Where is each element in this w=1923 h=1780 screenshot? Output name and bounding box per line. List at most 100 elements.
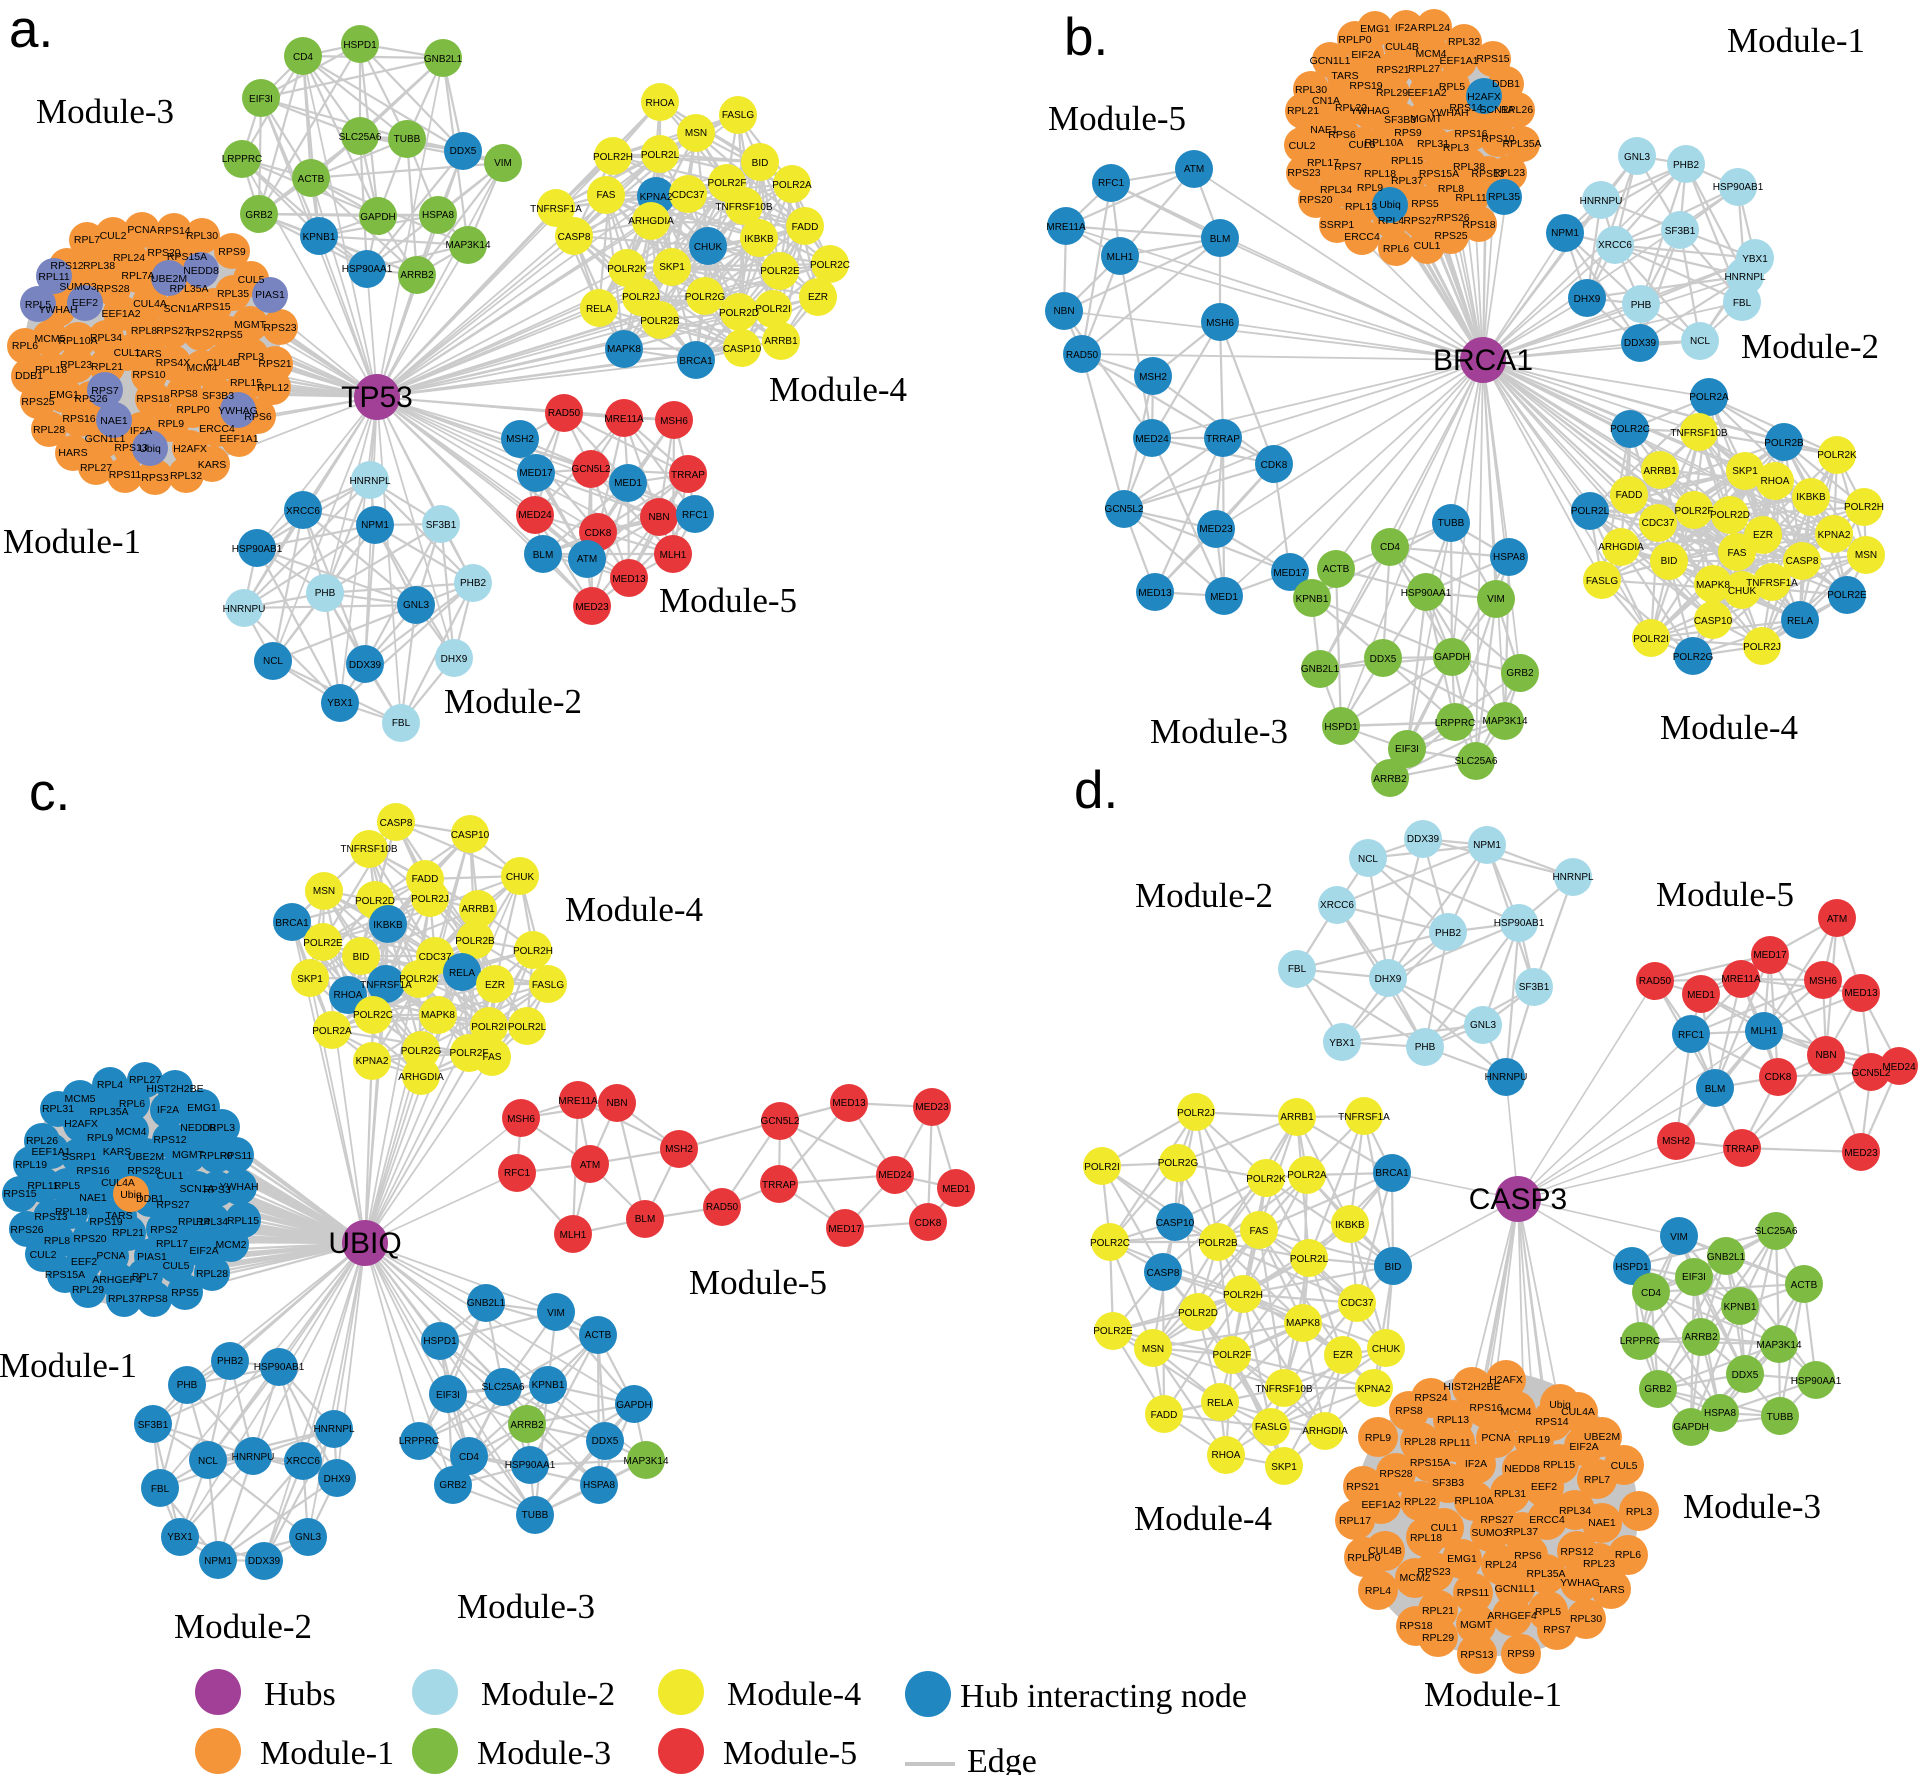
svg-text:HSP90AA1: HSP90AA1	[505, 1460, 556, 1471]
svg-text:RPL21: RPL21	[112, 1227, 144, 1239]
svg-text:EIF3I: EIF3I	[1395, 744, 1419, 755]
svg-text:MSH6: MSH6	[660, 416, 688, 427]
svg-text:ATM: ATM	[1827, 914, 1847, 925]
svg-text:SF3B3: SF3B3	[202, 390, 234, 402]
svg-text:RPS11: RPS11	[109, 469, 142, 481]
svg-text:RPL24: RPL24	[1485, 1559, 1517, 1571]
svg-text:RPS16: RPS16	[76, 1165, 109, 1177]
svg-text:MSN: MSN	[1855, 550, 1877, 561]
svg-text:MGMT: MGMT	[172, 1149, 205, 1161]
svg-text:DDX39: DDX39	[1407, 834, 1440, 845]
svg-text:CUL4B: CUL4B	[1368, 1545, 1402, 1557]
svg-text:ACTB: ACTB	[585, 1330, 612, 1341]
svg-text:RPL9: RPL9	[87, 1132, 113, 1144]
svg-text:Ubiq: Ubiq	[1379, 199, 1401, 211]
svg-text:NAE1: NAE1	[100, 415, 128, 427]
svg-text:GRB2: GRB2	[245, 210, 273, 221]
svg-text:ERCC4: ERCC4	[1529, 1514, 1565, 1526]
svg-text:SLC25A6: SLC25A6	[1755, 1226, 1798, 1237]
svg-text:XRCC6: XRCC6	[286, 506, 320, 517]
svg-text:TNFRSF1A: TNFRSF1A	[1338, 1112, 1390, 1123]
svg-text:RPS21: RPS21	[258, 358, 291, 370]
svg-text:BLM: BLM	[635, 1214, 656, 1225]
svg-text:RPL28: RPL28	[196, 1268, 228, 1280]
svg-text:Ubiq: Ubiq	[139, 443, 161, 455]
svg-text:POLR2I: POLR2I	[755, 304, 791, 315]
svg-text:POLR2L: POLR2L	[641, 150, 680, 161]
svg-text:RPS20: RPS20	[73, 1233, 106, 1245]
svg-text:IF2A: IF2A	[1395, 22, 1417, 34]
svg-text:GNL3: GNL3	[1470, 1020, 1497, 1031]
svg-text:PCNA: PCNA	[127, 224, 156, 236]
svg-text:RPL32: RPL32	[170, 470, 202, 482]
svg-text:Module-5: Module-5	[723, 1735, 857, 1772]
svg-text:HSP90AA1: HSP90AA1	[1791, 1376, 1842, 1387]
svg-text:SF3B1: SF3B1	[138, 1420, 169, 1431]
svg-text:MGMT: MGMT	[1410, 113, 1443, 125]
svg-text:RPL30: RPL30	[1295, 84, 1327, 96]
svg-text:MED23: MED23	[1199, 524, 1233, 535]
svg-text:ARRB2: ARRB2	[1684, 1332, 1718, 1343]
svg-text:MED24: MED24	[878, 1170, 912, 1181]
svg-text:RPS8: RPS8	[170, 388, 198, 400]
svg-text:RPL37: RPL37	[1506, 1526, 1538, 1538]
svg-text:MSH2: MSH2	[1139, 372, 1167, 383]
svg-text:Module-2: Module-2	[481, 1676, 615, 1713]
svg-text:RPL37: RPL37	[108, 1293, 140, 1305]
svg-text:POLR2D: POLR2D	[719, 308, 759, 319]
svg-text:SCN1A: SCN1A	[163, 303, 198, 315]
svg-text:RPS13: RPS13	[1460, 1649, 1493, 1661]
svg-text:Module-4: Module-4	[727, 1676, 861, 1713]
svg-text:RPL11: RPL11	[1439, 1437, 1470, 1449]
svg-text:MGMT: MGMT	[1460, 1619, 1493, 1631]
svg-text:RPL18: RPL18	[1364, 168, 1396, 180]
svg-text:POLR2I: POLR2I	[471, 1022, 507, 1033]
svg-text:MRE11A: MRE11A	[604, 414, 644, 425]
svg-text:RPL12: RPL12	[257, 382, 289, 394]
svg-text:EMG1: EMG1	[1360, 23, 1390, 35]
svg-text:VIM: VIM	[1670, 1232, 1688, 1243]
svg-text:RPL35: RPL35	[1488, 191, 1520, 203]
svg-text:RPL10A: RPL10A	[1364, 137, 1403, 149]
svg-text:EEF1A1: EEF1A1	[219, 433, 258, 445]
svg-text:TNFRSF1A: TNFRSF1A	[530, 204, 582, 215]
svg-text:DDX39: DDX39	[248, 1556, 281, 1567]
svg-text:SKP1: SKP1	[297, 974, 323, 985]
svg-text:RPL8: RPL8	[1438, 183, 1464, 195]
svg-text:Module-4: Module-4	[1134, 1499, 1272, 1538]
svg-text:RPL13: RPL13	[1345, 201, 1377, 213]
svg-text:MRE11A: MRE11A	[1046, 222, 1086, 233]
svg-text:POLR2C: POLR2C	[810, 260, 850, 271]
svg-text:ARHGDIA: ARHGDIA	[1598, 542, 1644, 553]
svg-text:ARHGDIA: ARHGDIA	[398, 1072, 444, 1083]
svg-text:FADD: FADD	[412, 874, 439, 885]
svg-text:RPS13: RPS13	[114, 442, 147, 454]
svg-text:RPS23: RPS23	[1287, 167, 1320, 179]
svg-text:GCN1L1: GCN1L1	[85, 433, 126, 445]
svg-text:RPS26: RPS26	[1436, 212, 1469, 224]
svg-text:POLR2C: POLR2C	[1610, 424, 1650, 435]
svg-text:RFC1: RFC1	[1678, 1030, 1705, 1041]
svg-text:FAS: FAS	[483, 1052, 502, 1063]
svg-text:Module-5: Module-5	[1656, 875, 1794, 914]
svg-text:RPS12: RPS12	[153, 1134, 186, 1146]
svg-text:ARRB2: ARRB2	[510, 1420, 544, 1431]
svg-text:ACTB: ACTB	[1323, 564, 1350, 575]
svg-text:MED17: MED17	[519, 468, 553, 479]
svg-text:RPL15: RPL15	[1543, 1459, 1575, 1471]
svg-text:POLR2K: POLR2K	[607, 264, 647, 275]
svg-text:HNRNPU: HNRNPU	[232, 1452, 275, 1463]
svg-text:DHX9: DHX9	[1375, 974, 1402, 985]
svg-text:PHB: PHB	[1631, 300, 1652, 311]
svg-text:MAPK8: MAPK8	[421, 1010, 455, 1021]
svg-text:MRE11A: MRE11A	[558, 1096, 598, 1107]
svg-text:HARS: HARS	[58, 447, 87, 459]
svg-text:DDX5: DDX5	[592, 1436, 619, 1447]
svg-text:RHOA: RHOA	[1761, 476, 1790, 487]
svg-text:POLR2C: POLR2C	[1090, 1238, 1130, 1249]
svg-text:RPS5: RPS5	[1411, 198, 1439, 210]
svg-text:POLR2G: POLR2G	[1673, 652, 1714, 663]
svg-text:MED24: MED24	[1135, 434, 1169, 445]
svg-text:RPL9: RPL9	[1357, 182, 1383, 194]
svg-text:TNFRSF1A: TNFRSF1A	[1746, 578, 1798, 589]
